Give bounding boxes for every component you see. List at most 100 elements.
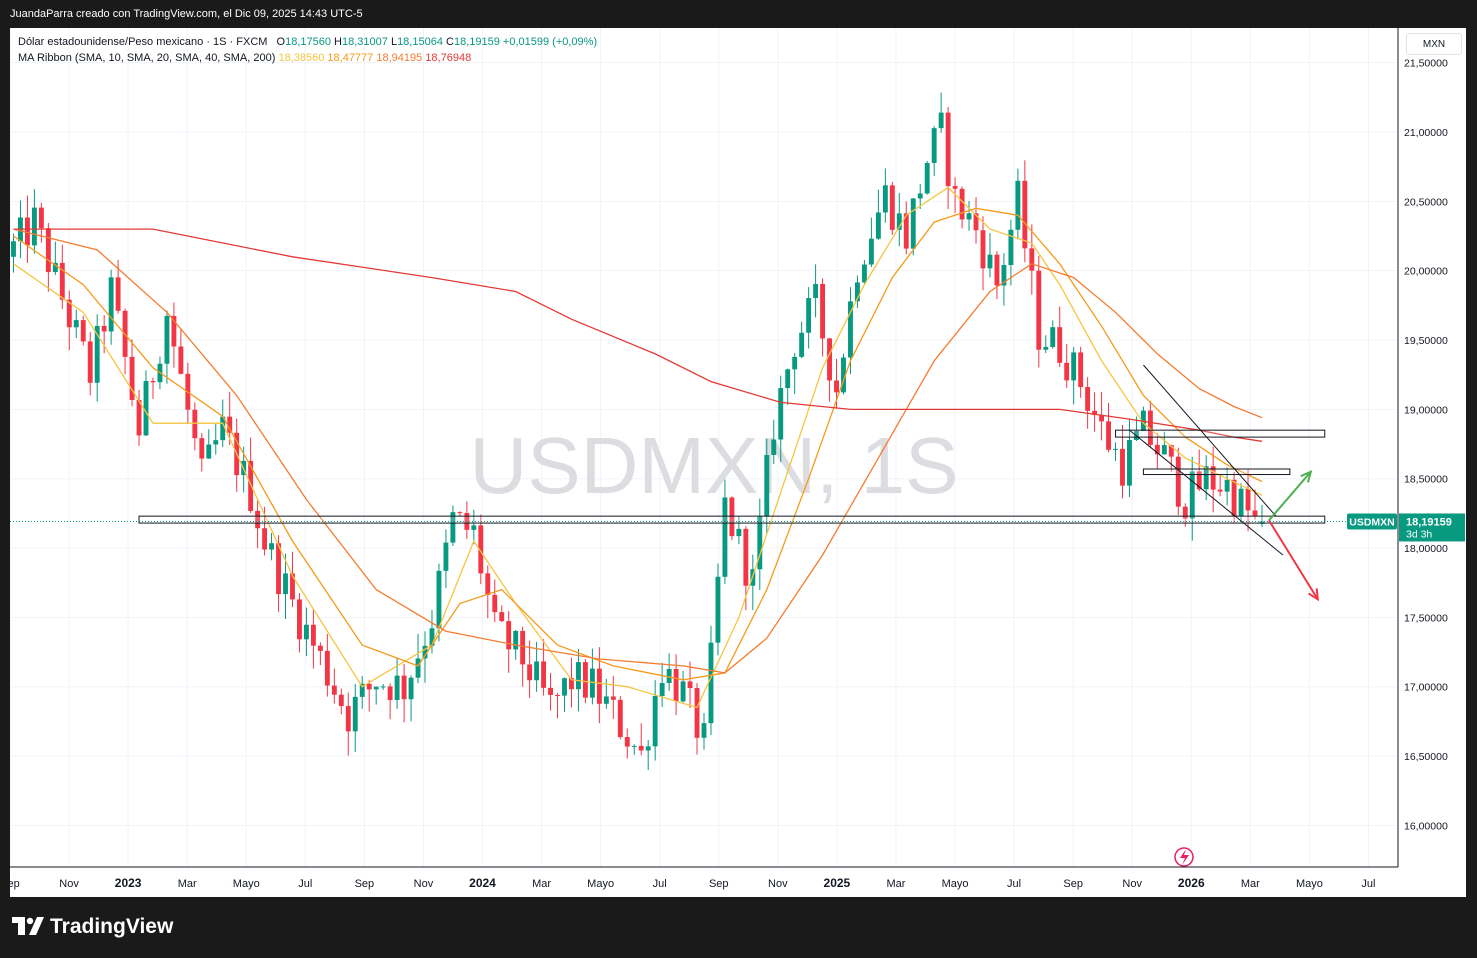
ohlc-high: H18,31007 <box>334 36 388 48</box>
candle-body <box>659 682 665 697</box>
candle-body <box>11 241 16 257</box>
candle-body <box>1120 448 1125 486</box>
brand-name: TradingView <box>50 915 174 938</box>
candle-body <box>136 399 142 436</box>
candle-body <box>1106 421 1111 450</box>
candle-body <box>980 230 986 269</box>
candle-body <box>52 262 58 273</box>
candle-body <box>624 737 630 747</box>
candle-body <box>143 380 149 436</box>
candle-body <box>380 686 386 688</box>
bearish-arrow <box>1268 519 1319 600</box>
price-axis-bg <box>1398 28 1466 897</box>
candle-body <box>1071 352 1077 381</box>
ohlc-low: L18,15064 <box>390 36 443 48</box>
channel-upper <box>1143 364 1277 517</box>
candle-body <box>1203 466 1209 490</box>
candle-body <box>1217 489 1223 492</box>
candle-body <box>1245 488 1251 511</box>
candle-body <box>945 112 951 187</box>
y-tick-label: 18,50000 <box>1404 474 1448 486</box>
candle-body <box>1182 506 1188 519</box>
y-tick-label: 16,00000 <box>1404 820 1448 832</box>
candle-body <box>1224 479 1230 492</box>
legend-instrument-row: Dólar estadounidense/Peso mexicano · 1S … <box>18 34 597 50</box>
candle-body <box>562 678 567 696</box>
candle-body <box>952 186 958 189</box>
candle-body <box>394 675 400 701</box>
candle-body <box>785 369 791 389</box>
x-tick-label: Mayo <box>233 878 260 890</box>
sma20-value: 18,47777 <box>327 52 374 64</box>
sma10-line <box>13 186 1263 709</box>
candle-body <box>324 650 330 686</box>
candle-body <box>861 264 867 283</box>
candle-body <box>87 341 93 383</box>
candle-body <box>59 262 65 300</box>
x-tick-label: Nov <box>59 878 79 890</box>
candle-body <box>1238 488 1244 516</box>
x-tick-label: 2023 <box>115 876 142 890</box>
chart-area[interactable]: Dólar estadounidense/Peso mexicano · 1S … <box>10 28 1466 897</box>
candle-body <box>910 198 916 249</box>
x-tick-label: Jul <box>653 878 667 890</box>
sma200-value: 18,76948 <box>425 52 472 64</box>
candle-body <box>631 745 637 747</box>
candle-body <box>436 570 442 629</box>
tradingview-logo[interactable]: TradingView <box>12 915 173 939</box>
candle-body <box>499 612 505 622</box>
candle-body <box>548 687 553 695</box>
candle-body <box>994 254 1000 286</box>
candle-body <box>164 315 170 364</box>
candle-body <box>429 628 435 646</box>
candle-body <box>1252 510 1258 516</box>
candle-body <box>66 299 72 328</box>
candle-body <box>1147 410 1153 445</box>
candle-body <box>729 497 735 537</box>
candle-body <box>1196 471 1202 490</box>
y-tick-label: 17,00000 <box>1404 682 1448 694</box>
legend-indicator-row: MA Ribbon (SMA, 10, SMA, 20, SMA, 40, SM… <box>18 50 597 66</box>
candle-body <box>220 416 226 441</box>
candle-body <box>1113 448 1118 450</box>
price-change: +0,01599 (+0,09%) <box>502 36 598 48</box>
candle-body <box>903 213 909 249</box>
candle-body <box>192 409 198 439</box>
alert-bolt-icon <box>1180 849 1189 865</box>
candle-body <box>331 685 337 695</box>
price-tag-value: 18,19159 <box>1406 516 1452 528</box>
ohlc-open: O18,17560 <box>276 36 331 48</box>
candle-body <box>513 630 519 650</box>
candle-body <box>708 642 714 724</box>
chart-legend: Dólar estadounidense/Peso mexicano · 1S … <box>18 34 597 66</box>
candle-body <box>1161 445 1167 455</box>
x-tick-label: Nov <box>768 878 788 890</box>
candle-body <box>45 228 51 273</box>
candle-body <box>248 460 254 511</box>
candle-body <box>694 688 700 738</box>
indicator-name: MA Ribbon (SMA, 10, SMA, 20, SMA, 40, SM… <box>18 52 276 64</box>
candle-body <box>352 696 358 732</box>
sma40-line <box>13 228 1263 674</box>
candle-body <box>303 624 309 640</box>
candle-body <box>129 356 135 400</box>
x-tick-label: Sep <box>709 878 729 890</box>
candle-body <box>255 510 261 529</box>
candle-body <box>1064 362 1070 381</box>
x-tick-label: Sep <box>10 878 20 890</box>
candle-body <box>924 162 930 194</box>
price-tag-countdown: 3d 3h <box>1406 528 1432 540</box>
candle-body <box>527 664 533 681</box>
price-chart[interactable]: USDMXN, 1S 16,00000 16,50000 17,00000 17,500… <box>10 28 1466 897</box>
candle-body <box>206 444 212 459</box>
price-tag <box>1399 513 1465 542</box>
candle-body <box>1015 180 1021 230</box>
symbol-tag-text: USDMXN <box>1349 516 1395 528</box>
currency-selector[interactable]: MXN <box>1406 33 1462 55</box>
watermark: USDMXN, 1S <box>470 421 959 510</box>
candle-body <box>841 357 846 393</box>
candle-body <box>415 658 421 678</box>
candle-body <box>1008 229 1014 265</box>
candle-body <box>1022 180 1028 249</box>
candle-body <box>959 188 965 220</box>
